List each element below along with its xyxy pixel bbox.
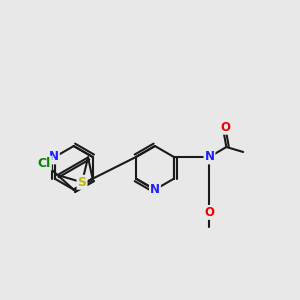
Text: Cl: Cl (38, 157, 51, 169)
Text: N: N (150, 183, 160, 196)
Text: N: N (205, 150, 214, 164)
Text: N: N (49, 150, 59, 164)
Text: O: O (220, 121, 230, 134)
Text: O: O (205, 206, 214, 219)
Text: S: S (77, 176, 86, 189)
